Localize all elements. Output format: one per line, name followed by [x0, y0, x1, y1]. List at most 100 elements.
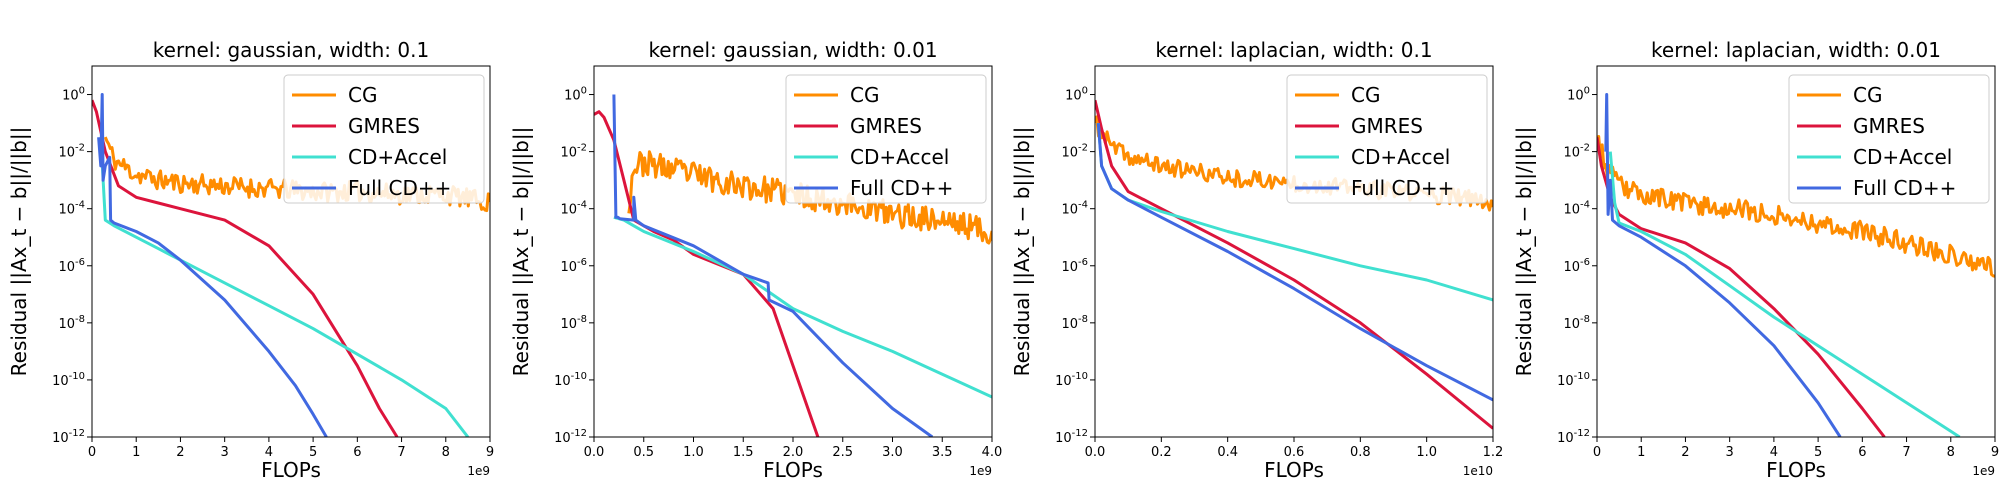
panel-1-xtick-label: 8 [442, 445, 450, 460]
panel-1-legend: CG GMRES CD+Accel Full CD++ [283, 74, 485, 204]
panel-3-legend-label-full-cd: Full CD++ [1351, 176, 1454, 200]
panel-3-xtick-label: 1.0 [1416, 445, 1437, 460]
panel-4-legend: CG GMRES CD+Accel Full CD++ [1788, 74, 1990, 204]
panel-2-xtick-label: 4.0 [982, 445, 1003, 460]
panel-4-xtick-label: 4 [1770, 445, 1778, 460]
panel-1-ytick-label: 10-10 [52, 371, 85, 389]
panel-2-xtick-label: 2.0 [783, 445, 804, 460]
panel-3-ytick-label: 10-2 [1061, 143, 1088, 161]
panel-2-xtick-label: 2.5 [832, 445, 853, 460]
panel-1-legend-label-cg: CG [348, 83, 377, 107]
panel-4-x-offset-label: 1e9 [1972, 464, 1995, 478]
panel-1-legend-label-cd-accel: CD+Accel [348, 145, 447, 169]
panel-4-xtick-label: 8 [1947, 445, 1955, 460]
panel-2-chart: 0.0 0.5 1.0 1.5 2.0 2.5 3.0 3.5 4.0 10-12 10-10 10-… [509, 38, 1002, 482]
panel-2-x-offset-label: 1e9 [969, 464, 992, 478]
panel-3-title: kernel: laplacian, width: 0.1 [1155, 38, 1432, 62]
panel-2-ytick-label: 10-10 [554, 371, 587, 389]
panel-1-legend-label-full-cd: Full CD++ [348, 176, 451, 200]
panel-4-xtick-label: 1 [1637, 445, 1645, 460]
panel-1-xtick-label: 7 [397, 445, 405, 460]
panel-2-ytick-label: 10-4 [560, 200, 587, 218]
panel-1-legend-box [283, 74, 485, 204]
panel-3-chart: 0.0 0.2 0.4 0.6 0.8 1.0 1.2 10-12 10-10 10-8 10-6 1… [1010, 38, 1503, 482]
panel-4-ytick-label: 10-10 [1557, 371, 1590, 389]
panel-1-xtick-label: 2 [176, 445, 184, 460]
panel-4-series-cg [1597, 135, 1995, 278]
panel-2-ytick-label: 10-8 [560, 314, 587, 332]
panel-2-xtick-label: 0.0 [584, 445, 605, 460]
panel-4-xtick-label: 7 [1902, 445, 1910, 460]
panel-1-ytick-label: 10-4 [58, 200, 85, 218]
panel-1-series-cd-accel [99, 137, 470, 437]
panel-1-axes-frame [91, 65, 491, 438]
panel-2-xtick-label: 3.0 [882, 445, 903, 460]
panel-1-xtick-label: 6 [353, 445, 361, 460]
panel-1-ytick-label: 10-12 [52, 428, 85, 446]
panel-1-series-gmres [92, 99, 399, 437]
panel-1-ytick-label: 10-8 [58, 314, 85, 332]
panel-4-ytick-label: 10-8 [1563, 314, 1590, 332]
panel-1-chart: 0 1 2 3 4 5 6 7 8 9 10-12 10-10 10-8 10-6 10-4 10-2 100 1… [7, 38, 494, 482]
panel-1-x-offset-label: 1e9 [467, 464, 490, 478]
panel-3-x-axis-label: FLOPs [1264, 458, 1324, 482]
panel-1-series-full-cd [97, 93, 328, 437]
panel-2-legend-label-cg: CG [850, 83, 879, 107]
panel-4-xtick-label: 5 [1814, 445, 1822, 460]
panel-3-ytick-label: 10-4 [1061, 200, 1088, 218]
panel-4-legend-label-full-cd: Full CD++ [1853, 176, 1956, 200]
panel-2-y-axis-label: Residual ||Ax_t − b||/||b|| [509, 127, 533, 377]
panel-3-legend-label-gmres: GMRES [1351, 114, 1423, 138]
panel-3-y-axis-label: Residual ||Ax_t − b||/||b|| [1010, 127, 1034, 377]
panel-3-ytick-label: 10-12 [1055, 428, 1088, 446]
panel-4-plot-area [1597, 93, 1995, 437]
panel-3-ytick-label: 10-10 [1055, 371, 1088, 389]
panel-4-axes-frame [1596, 65, 1996, 438]
panel-2-xtick-label: 0.5 [633, 445, 654, 460]
panel-4-ytick-label: 10-4 [1563, 200, 1590, 218]
panel-2-series-gmres [594, 110, 820, 437]
panel-4-series-cd-accel [1608, 151, 1961, 437]
panel-2-legend-label-cd-accel: CD+Accel [850, 145, 949, 169]
panel-3-ytick-label: 100 [1065, 86, 1088, 104]
panel-2-legend-label-full-cd: Full CD++ [850, 176, 953, 200]
panel-1-xtick-label: 4 [265, 445, 273, 460]
panel-4-xtick-label: 0 [1593, 445, 1601, 460]
panel-4-ytick-label: 100 [1567, 86, 1590, 104]
panel-3-series-full-cd [1096, 122, 1493, 402]
panel-4-legend-label-gmres: GMRES [1853, 114, 1925, 138]
panel-1-xtick-label: 5 [309, 445, 317, 460]
panel-3-legend-box [1286, 74, 1488, 204]
panel-4-legend-label-cd-accel: CD+Accel [1853, 145, 1952, 169]
panel-4-xtick-label: 2 [1681, 445, 1689, 460]
panel-3-x-offset-label: 1e10 [1463, 464, 1493, 478]
panel-1-x-axis-label: FLOPs [261, 458, 321, 482]
panel-2-xtick-label: 3.5 [932, 445, 953, 460]
panel-3-ytick-label: 10-6 [1061, 257, 1088, 275]
panel-3-xtick-label: 0.2 [1151, 445, 1172, 460]
panel-1-legend-label-gmres: GMRES [348, 114, 420, 138]
panel-3-xtick-label: 0.8 [1350, 445, 1371, 460]
panel-4-x-axis-label: FLOPs [1766, 458, 1826, 482]
panel-1-xtick-label: 3 [221, 445, 229, 460]
panel-1-title: kernel: gaussian, width: 0.1 [153, 38, 429, 62]
panel-2-series-full-cd [612, 94, 934, 437]
panel-2-legend-label-gmres: GMRES [850, 114, 922, 138]
panel-1-ytick-label: 10-6 [58, 257, 85, 275]
panel-1-xtick-label: 1 [132, 445, 140, 460]
panel-1-xtick-label: 0 [88, 445, 96, 460]
panel-4-ytick-label: 10-12 [1557, 428, 1590, 446]
panel-4-xtick-label: 9 [1991, 445, 1999, 460]
panel-3-legend: CG GMRES CD+Accel Full CD++ [1286, 74, 1488, 204]
panel-3-legend-label-cd-accel: CD+Accel [1351, 145, 1450, 169]
panel-3-legend-label-cg: CG [1351, 83, 1380, 107]
panel-2-x-axis-label: FLOPs [763, 458, 823, 482]
panel-3-ytick-label: 10-8 [1061, 314, 1088, 332]
panel-2-ytick-label: 10-2 [560, 143, 587, 161]
panel-2-xtick-label: 1.5 [733, 445, 754, 460]
panel-4-legend-box [1788, 74, 1990, 204]
panel-4-series-full-cd [1604, 93, 1842, 437]
panel-2-ytick-label: 10-6 [560, 257, 587, 275]
panel-3-xtick-label: 0.4 [1217, 445, 1238, 460]
